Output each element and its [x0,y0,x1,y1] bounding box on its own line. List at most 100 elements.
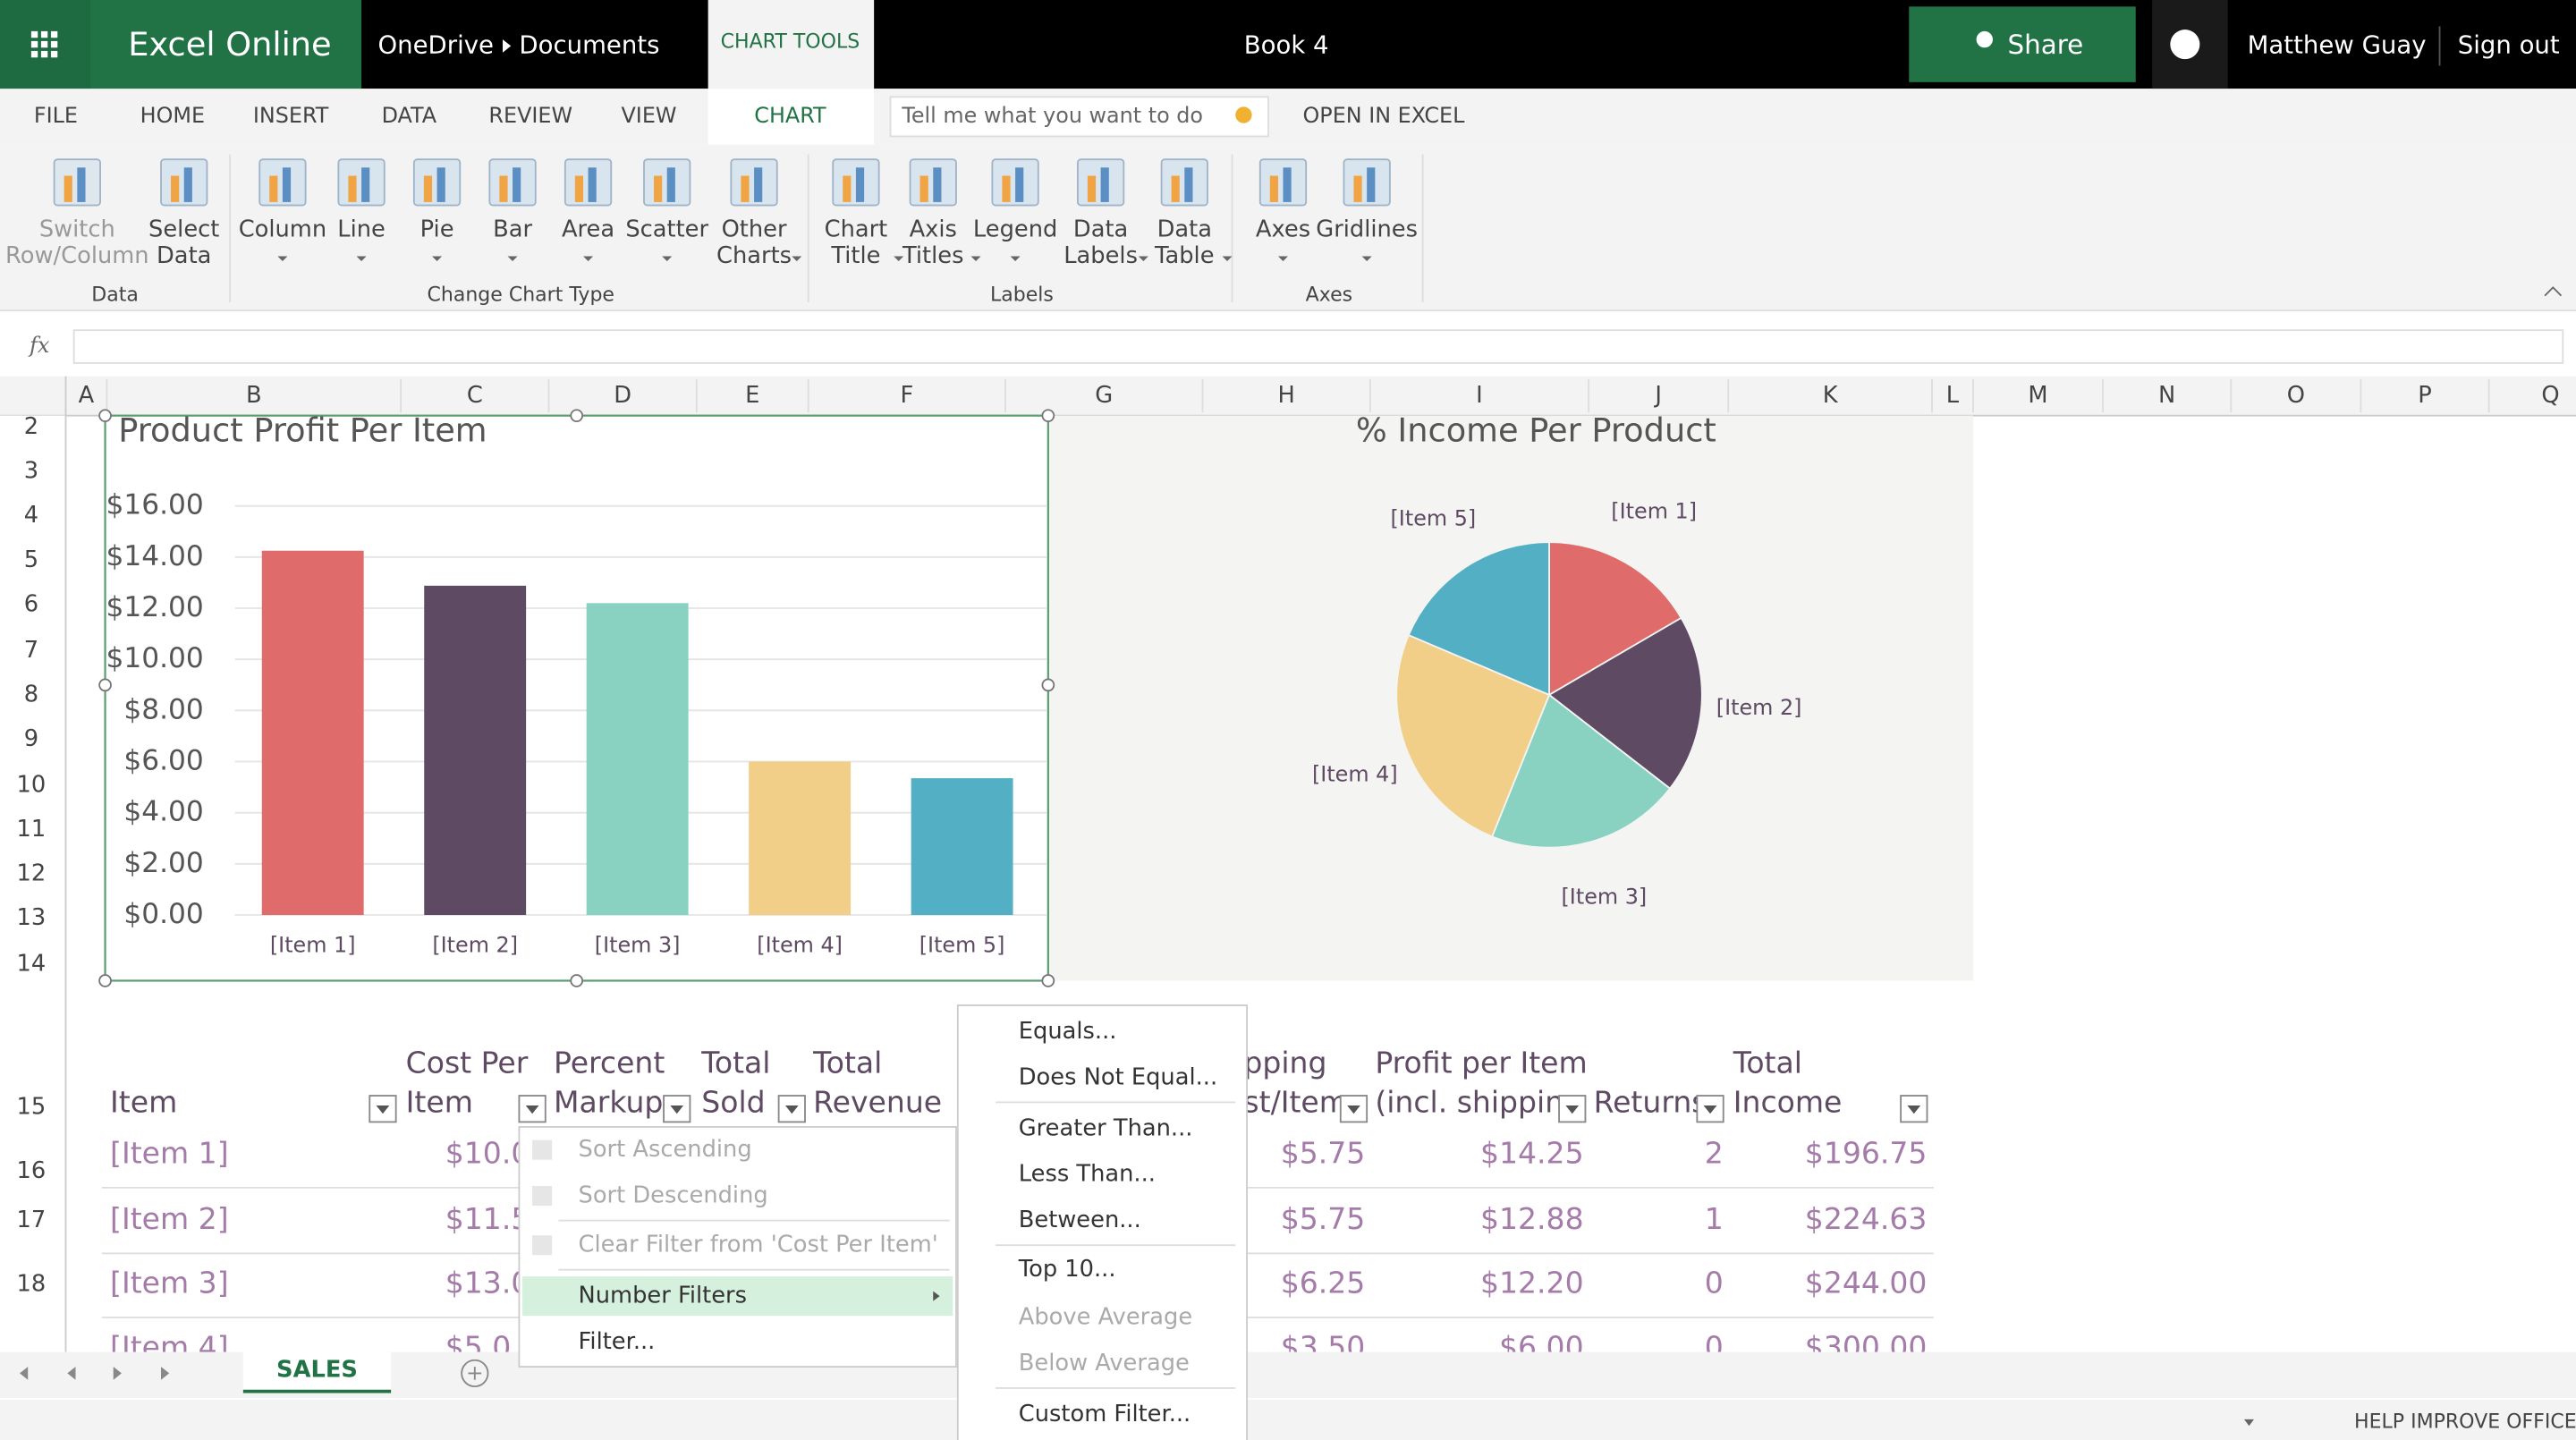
selection-handle[interactable] [570,409,584,423]
ribbon-button-label[interactable]: Line [337,216,386,243]
bar[interactable] [586,603,689,916]
sign-out[interactable]: Sign out [2458,30,2560,59]
sheet-tab-label[interactable]: SALES [276,1356,358,1383]
sheet-nav[interactable] [161,1367,170,1380]
column-header[interactable]: F [900,382,913,409]
open-in-excel[interactable]: OPEN IN EXCEL [1303,103,1466,128]
row-number[interactable]: 14 [17,951,47,978]
ribbon-button-label[interactable]: Row/Column [5,242,149,269]
pie-slice[interactable] [1547,616,1703,790]
bar[interactable] [911,778,1013,916]
share-button[interactable] [1909,6,2136,82]
row-number[interactable]: 3 [24,458,38,485]
row-number[interactable]: 4 [24,502,38,529]
bar[interactable] [749,761,852,916]
ribbon-button-label[interactable]: Labels [1063,242,1138,269]
table-cell[interactable]: 2 [1705,1136,1724,1171]
column-header[interactable]: N [2158,382,2175,409]
row-number[interactable]: 10 [17,771,47,798]
menu-item[interactable]: Does Not Equal... [1019,1063,1217,1090]
row-number[interactable]: 5 [24,546,38,573]
selection-handle[interactable] [98,974,112,987]
filter-button[interactable] [1558,1095,1587,1123]
menu-item[interactable]: Less Than... [1019,1161,1156,1188]
ribbon-button-label[interactable]: Scatter [625,216,708,243]
ribbon-button-label[interactable]: Select [148,216,219,243]
row-number[interactable]: 13 [17,904,47,931]
row-number[interactable]: 9 [24,725,38,752]
table-cell[interactable]: $11.5 [445,1201,530,1236]
column-header[interactable]: A [79,382,95,409]
table-cell[interactable]: $13.0 [445,1266,530,1300]
menu-item[interactable]: Number Filters [579,1283,747,1309]
breadcrumb[interactable]: Documents [519,30,659,59]
pie-slice[interactable] [1490,693,1672,849]
filter-button[interactable] [1339,1095,1368,1123]
table-cell[interactable]: $5.75 [1281,1136,1366,1171]
add-sheet-button[interactable] [461,1359,489,1388]
chart-area[interactable] [104,414,1049,982]
row-number[interactable]: 17 [17,1207,47,1233]
ribbon-button-label[interactable]: Data [157,242,211,269]
sheet-nav[interactable] [20,1367,29,1380]
search-box[interactable] [889,96,1269,138]
table-cell[interactable]: $6.25 [1281,1266,1366,1300]
bar[interactable] [424,585,527,916]
ribbon-button-label[interactable]: Titles [902,242,963,269]
row-number[interactable]: 7 [24,637,38,664]
column-header[interactable]: L [1946,382,1960,409]
table-cell[interactable]: [Item 3] [110,1266,229,1300]
menu-item[interactable]: Top 10... [1018,1256,1116,1283]
ribbon-button-label[interactable]: Column [239,216,326,243]
ribbon-button-label[interactable]: Title [830,242,880,269]
menu-item[interactable]: Greater Than... [1019,1114,1193,1141]
menu-item[interactable]: Between... [1019,1207,1141,1233]
selection-handle[interactable] [1041,409,1055,423]
row-number[interactable]: 15 [17,1093,47,1120]
status-text[interactable]: HELP IMPROVE OFFICE [2354,1411,2576,1434]
table-cell[interactable]: $12.88 [1480,1201,1584,1236]
table-cell[interactable]: 1 [1705,1201,1724,1236]
ribbon-button-label[interactable]: Table [1154,242,1214,269]
menu-item[interactable]: Filter... [579,1328,656,1355]
menu-tab[interactable]: INSERT [253,103,329,128]
selection-handle[interactable] [1041,974,1055,987]
table-cell[interactable]: $244.00 [1805,1266,1928,1300]
column-header[interactable]: K [1823,382,1839,409]
column-header[interactable]: C [467,382,483,409]
column-header[interactable]: H [1277,382,1294,409]
pie-slice[interactable] [1395,633,1551,838]
row-number[interactable]: 2 [24,413,38,440]
table-cell[interactable]: [Item 2] [110,1201,229,1236]
ribbon-button-label[interactable]: Legend [973,216,1057,243]
table-cell[interactable]: $224.63 [1805,1201,1928,1236]
breadcrumb[interactable]: OneDrive [377,30,494,59]
column-header[interactable]: O [2287,382,2305,409]
filter-button[interactable] [369,1095,397,1123]
menu-tab[interactable]: DATA [382,103,437,128]
menu-tab[interactable]: REVIEW [488,103,572,128]
sheet-nav[interactable] [113,1367,122,1380]
menu-tab[interactable]: HOME [140,103,205,128]
ribbon-button-label[interactable]: Data [1157,216,1212,243]
column-header[interactable]: J [1653,382,1662,409]
search-placeholder[interactable]: Tell me what you want to do [901,103,1203,128]
row-number[interactable]: 16 [17,1157,47,1184]
ribbon-button-label[interactable]: Switch [39,216,115,243]
sheet-nav[interactable] [67,1367,76,1380]
row-number[interactable]: 12 [17,860,47,887]
ribbon-button-label[interactable]: Bar [493,216,532,243]
sheet-tab[interactable] [242,1351,392,1393]
pie-slice[interactable] [1548,541,1682,697]
ribbon-button-label[interactable]: Other [722,216,787,243]
menu-tab[interactable]: FILE [34,103,78,128]
table-cell[interactable]: [Item 1] [110,1136,229,1171]
table-cell[interactable]: $12.20 [1480,1266,1584,1300]
ribbon-button-label[interactable]: Chart [825,216,888,243]
column-header[interactable]: P [2418,382,2432,409]
share-label[interactable]: Share [2007,30,2083,60]
column-header[interactable]: G [1095,382,1113,409]
ribbon-button-label[interactable]: Area [562,216,614,243]
menu-tab[interactable]: CHART [754,103,826,128]
filter-button[interactable] [777,1095,806,1123]
